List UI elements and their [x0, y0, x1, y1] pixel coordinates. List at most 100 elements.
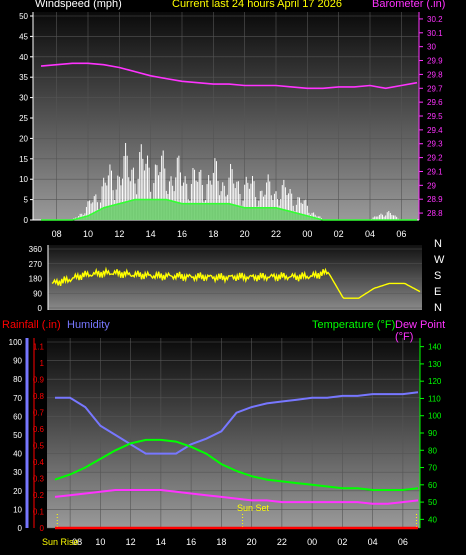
y-right-tick-label: 29.9 [427, 57, 443, 66]
humidity-tick-label: 30 [13, 468, 22, 477]
temperature-label: Temperature (°F) [312, 319, 396, 331]
y-right-tick-label: 30.2 [427, 15, 443, 24]
wind-direction-line [51, 266, 421, 299]
y-left-tick-label: 5 [24, 196, 29, 205]
temp-x-tick-label: 22 [277, 537, 287, 547]
temp-x-tick-label: 08 [72, 537, 82, 547]
bottom-header: Rainfall (.in) Humidity Temperature (°F)… [0, 319, 466, 343]
humidity-tick-label: 40 [13, 450, 22, 459]
rainfall-tick-label: 0.5 [33, 441, 45, 450]
temp-x-tick-label: 02 [337, 537, 347, 547]
temp-x-tick-label: 14 [156, 537, 166, 547]
y-right-tick-label: 29.3 [427, 140, 443, 149]
rainfall-tick-label: 0.6 [33, 425, 45, 434]
temp-x-tick-label: 16 [186, 537, 196, 547]
temp-tick-label: 70 [428, 464, 437, 473]
sun-rise-label: Sun Rise [42, 537, 79, 547]
compass-n-bottom: N [434, 302, 442, 314]
humidity-tick-label: 100 [9, 338, 23, 347]
x-tick-label: 04 [365, 229, 375, 239]
humidity-label: Humidity [67, 319, 110, 331]
temp-x-tick-label: 20 [247, 537, 257, 547]
windspeed-label: Windspeed (mph) [35, 0, 122, 10]
temp-x-tick-label: 12 [126, 537, 136, 547]
rainfall-tick-label: 0 [40, 524, 45, 533]
wind-average-line [41, 198, 417, 221]
humidity-line [55, 391, 419, 455]
y-right-tick-label: 30.1 [427, 29, 443, 38]
humidity-tick-label: 80 [13, 375, 22, 384]
y-left-tick-label: 50 [19, 12, 28, 21]
direction-tick-label: 270 [29, 260, 43, 269]
compass-labels: N W S E N [434, 238, 448, 318]
compass-n-top: N [434, 238, 442, 250]
temp-panel-bg [47, 338, 420, 528]
wind-panel-bg [33, 12, 419, 220]
temp-x-tick-label: 18 [216, 537, 226, 547]
y-right-tick-label: 29 [427, 181, 436, 190]
x-tick-label: 14 [146, 229, 156, 239]
y-right-tick-label: 29.6 [427, 98, 443, 107]
temp-x-tick-label: 06 [398, 537, 408, 547]
wind-panel-series [40, 62, 418, 221]
direction-tick-label: 360 [29, 245, 43, 254]
rainfall-tick-label: 0.8 [33, 392, 45, 401]
x-tick-label: 18 [208, 229, 218, 239]
chart-title: Current last 24 hours April 17 2026 [172, 0, 342, 10]
rainfall-tick-label: 0.1 [33, 507, 45, 516]
temp-panel-series [54, 391, 419, 530]
rainfall-tick-label: 1 [40, 359, 45, 368]
temp-tick-label: 50 [428, 498, 437, 507]
temperature-line [54, 438, 419, 491]
humidity-tick-label: 0 [18, 524, 23, 533]
y-right-tick-label: 29.4 [427, 126, 443, 135]
temp-panel-axes: 010203040506070809010000.10.20.30.40.50.… [9, 338, 442, 547]
rainfall-tick-label: 1.1 [33, 342, 45, 351]
rainfall-tick-label: 0.4 [33, 458, 45, 467]
temp-tick-label: 100 [428, 412, 442, 421]
y-right-tick-label: 28.8 [427, 209, 443, 218]
x-tick-label: 00 [302, 229, 312, 239]
x-tick-label: 22 [271, 229, 281, 239]
rainfall-tick-label: 0.3 [33, 474, 45, 483]
wind-panel-grid [33, 12, 419, 221]
temp-tick-label: 40 [428, 515, 437, 524]
y-right-tick-label: 29.5 [427, 112, 443, 121]
dewpoint-line [54, 489, 419, 505]
y-right-tick-label: 29.2 [427, 154, 443, 163]
humidity-tick-label: 90 [13, 357, 22, 366]
rainfall-tick-label: 0.7 [33, 408, 45, 417]
barometer-label: Barometer (.in) [372, 0, 446, 10]
x-tick-label: 06 [396, 229, 406, 239]
y-left-tick-label: 45 [19, 32, 28, 41]
rainfall-label: Rainfall (.in) [2, 319, 61, 331]
x-tick-label: 08 [52, 229, 62, 239]
direction-tick-label: 180 [29, 275, 43, 284]
x-tick-label: 10 [83, 229, 93, 239]
wind-average-area [41, 199, 417, 220]
x-tick-label: 02 [334, 229, 344, 239]
barometer-line [40, 62, 418, 90]
y-left-tick-label: 20 [19, 134, 28, 143]
direction-panel-axes: 360 270 180 90 0 [29, 245, 49, 313]
header-bar: Windspeed (mph) Current last 24 hours Ap… [0, 0, 466, 12]
y-left-tick-label: 40 [19, 53, 28, 62]
temp-x-tick-label: 04 [368, 537, 378, 547]
x-tick-label: 20 [240, 229, 250, 239]
temp-tick-label: 140 [428, 343, 442, 352]
compass-e: E [434, 286, 442, 298]
temp-tick-label: 110 [428, 394, 441, 403]
compass-s: S [434, 270, 442, 282]
temp-tick-label: 90 [428, 429, 437, 438]
temp-tick-label: 120 [428, 377, 442, 386]
x-tick-label: 16 [177, 229, 187, 239]
humidity-tick-label: 60 [13, 412, 22, 421]
temp-x-tick-label: 00 [307, 537, 317, 547]
temp-x-tick-label: 10 [95, 537, 105, 547]
y-left-tick-label: 30 [19, 94, 28, 103]
y-left-tick-label: 25 [19, 114, 28, 123]
humidity-tick-label: 70 [13, 394, 22, 403]
y-right-tick-label: 28.9 [427, 195, 443, 204]
temp-tick-label: 130 [428, 360, 442, 369]
